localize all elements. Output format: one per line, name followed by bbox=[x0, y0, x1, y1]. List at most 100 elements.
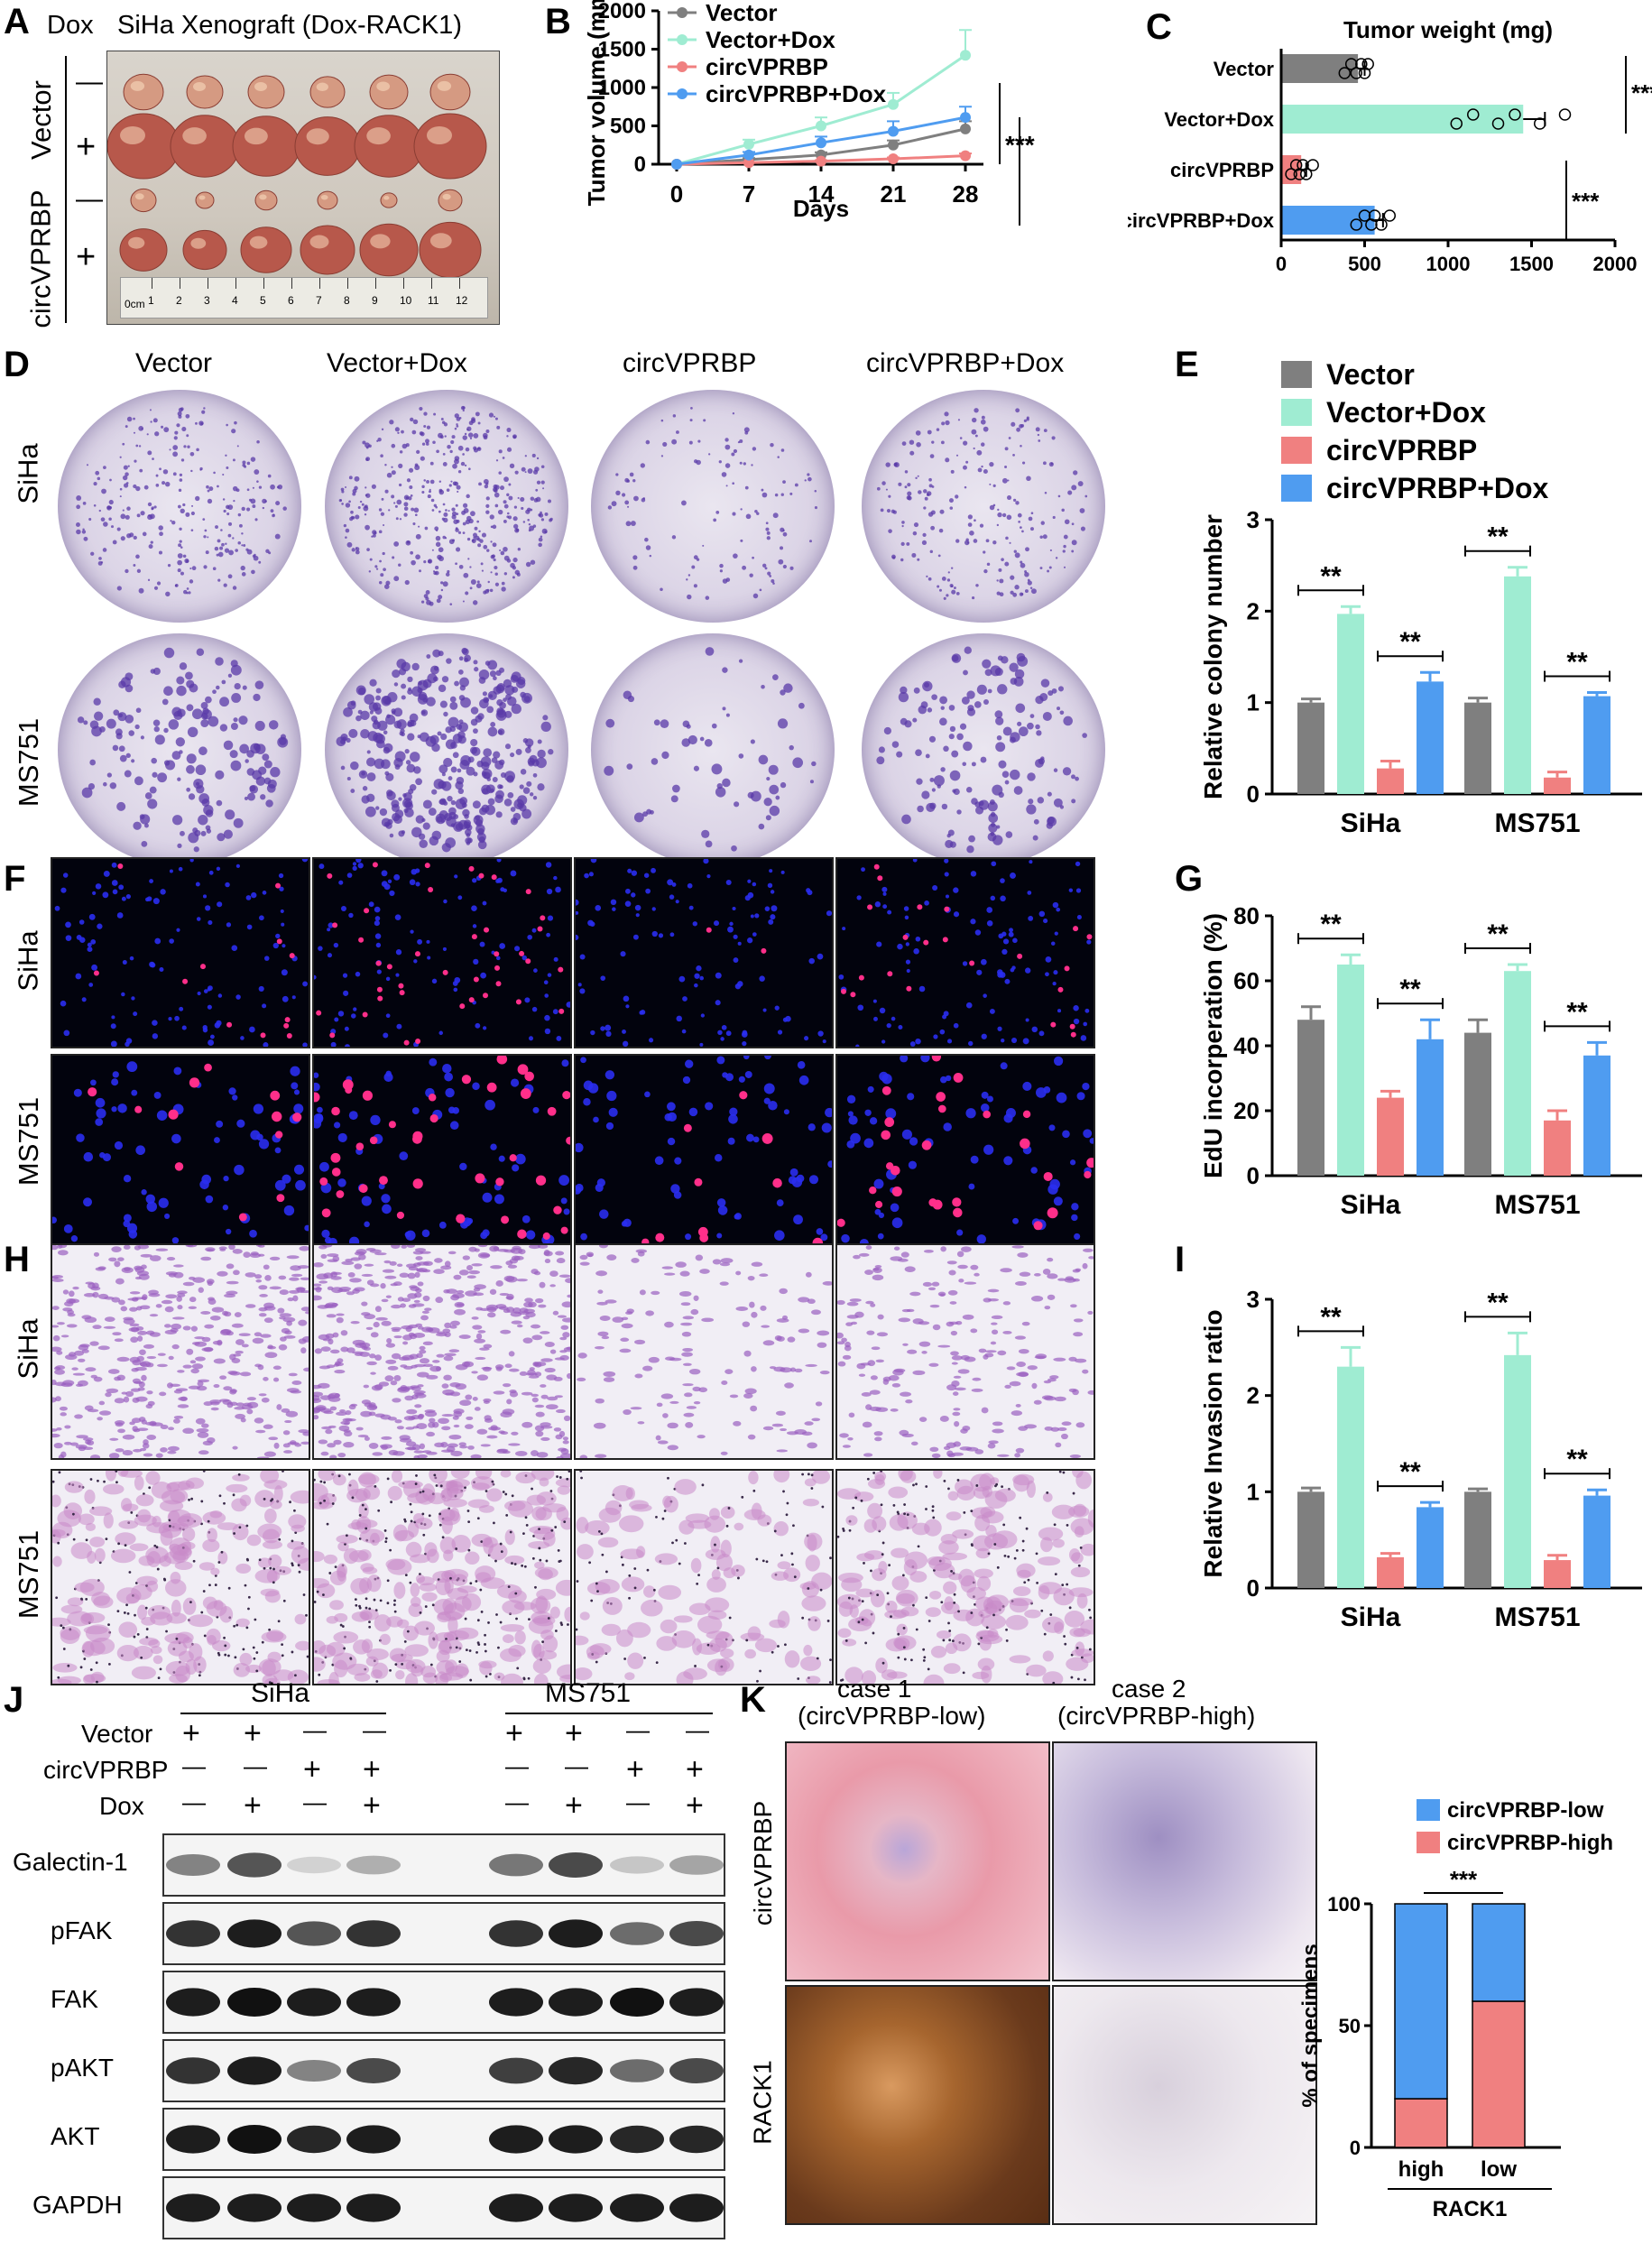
invaded-cell bbox=[846, 1301, 859, 1307]
hoechst-nucleus bbox=[146, 896, 152, 901]
data-point bbox=[1306, 159, 1319, 171]
membrane-pore bbox=[203, 1634, 207, 1638]
tumor-specimen bbox=[317, 190, 338, 210]
colony bbox=[949, 725, 956, 732]
colony bbox=[429, 488, 431, 491]
colony bbox=[471, 538, 476, 544]
invaded-cell bbox=[87, 1408, 99, 1413]
colony bbox=[1005, 536, 1009, 540]
colony bbox=[429, 601, 434, 606]
hoechst-nucleus bbox=[1074, 1233, 1081, 1240]
invaded-cell bbox=[52, 1380, 57, 1386]
colony bbox=[509, 463, 515, 469]
colony bbox=[740, 539, 743, 542]
hoechst-nucleus bbox=[817, 1030, 824, 1037]
colony bbox=[983, 426, 989, 432]
membrane-pore bbox=[116, 1610, 120, 1613]
colony bbox=[238, 716, 248, 725]
colony bbox=[1011, 421, 1016, 427]
invasion-micrograph bbox=[574, 1243, 834, 1460]
invaded-cell bbox=[701, 1317, 715, 1323]
hoechst-nucleus bbox=[741, 1031, 748, 1038]
invaded-cell bbox=[52, 1306, 60, 1311]
colony bbox=[365, 494, 368, 497]
edu-nucleus bbox=[902, 934, 909, 940]
colony bbox=[365, 757, 376, 767]
edu-micrograph bbox=[51, 857, 310, 1048]
invaded-cell bbox=[343, 1547, 359, 1565]
edu-nucleus bbox=[331, 1106, 340, 1116]
colony bbox=[450, 799, 457, 806]
invaded-cell bbox=[532, 1362, 540, 1367]
invaded-cell bbox=[444, 1332, 451, 1338]
colony bbox=[199, 466, 203, 471]
colony bbox=[411, 507, 415, 512]
invaded-cell bbox=[907, 1349, 918, 1354]
colony bbox=[1071, 774, 1075, 780]
hoechst-nucleus bbox=[521, 1214, 531, 1223]
colony bbox=[769, 805, 780, 817]
colony bbox=[153, 725, 160, 733]
colony bbox=[366, 772, 376, 781]
colony bbox=[996, 579, 999, 582]
colony bbox=[86, 464, 89, 466]
colony bbox=[939, 717, 947, 726]
colony bbox=[176, 685, 187, 697]
colony bbox=[264, 500, 267, 503]
invaded-cell bbox=[771, 1423, 784, 1427]
colony bbox=[496, 708, 506, 718]
colony bbox=[916, 778, 923, 785]
colony bbox=[174, 430, 179, 435]
edu-nucleus bbox=[858, 974, 864, 981]
colony bbox=[705, 596, 710, 600]
colony bbox=[383, 743, 393, 753]
invaded-cell bbox=[314, 1482, 328, 1501]
invaded-cell bbox=[869, 1390, 881, 1395]
invaded-cell bbox=[1015, 1403, 1021, 1408]
hoechst-nucleus bbox=[631, 892, 636, 898]
colony bbox=[907, 491, 912, 496]
invaded-cell bbox=[454, 1308, 466, 1316]
membrane-pore bbox=[200, 1611, 204, 1614]
membrane-pore bbox=[258, 1558, 262, 1562]
colony bbox=[503, 697, 507, 703]
colony bbox=[364, 504, 368, 509]
hoechst-nucleus bbox=[715, 1000, 721, 1006]
membrane-pore bbox=[539, 1558, 542, 1562]
colony bbox=[536, 480, 541, 485]
colony bbox=[440, 733, 448, 741]
invaded-cell bbox=[207, 1436, 216, 1444]
xenograft-dox-label: Dox bbox=[47, 11, 94, 40]
hoechst-nucleus bbox=[226, 1228, 232, 1235]
hoechst-nucleus bbox=[70, 1235, 78, 1242]
colony bbox=[1017, 721, 1022, 726]
invaded-cell bbox=[155, 1453, 163, 1458]
panel-letter-k: K bbox=[740, 1680, 766, 1720]
invaded-cell bbox=[207, 1528, 217, 1543]
invaded-cell bbox=[918, 1321, 930, 1325]
ruler-tick bbox=[459, 278, 460, 289]
colony bbox=[237, 541, 241, 545]
edu-nucleus bbox=[841, 988, 847, 994]
invaded-cell bbox=[928, 1362, 939, 1367]
colony bbox=[198, 815, 208, 826]
invaded-cell bbox=[593, 1422, 606, 1429]
colony bbox=[460, 461, 466, 466]
invaded-cell bbox=[586, 1251, 595, 1258]
membrane-pore bbox=[358, 1514, 362, 1517]
invaded-cell bbox=[266, 1630, 284, 1642]
invaded-cell bbox=[685, 1422, 694, 1428]
hoechst-nucleus bbox=[579, 988, 586, 994]
y-tick-label: 1 bbox=[1247, 689, 1260, 716]
hoechst-nucleus bbox=[706, 874, 711, 879]
hoechst-nucleus bbox=[886, 1022, 891, 1029]
invaded-cell bbox=[990, 1341, 997, 1345]
colony bbox=[1006, 514, 1012, 521]
invaded-cell bbox=[1061, 1421, 1072, 1427]
colony bbox=[350, 761, 359, 771]
hoechst-nucleus bbox=[547, 973, 552, 977]
hoechst-nucleus bbox=[381, 870, 388, 877]
colony bbox=[120, 513, 126, 520]
membrane-pore bbox=[531, 1487, 533, 1491]
colony bbox=[539, 512, 544, 518]
